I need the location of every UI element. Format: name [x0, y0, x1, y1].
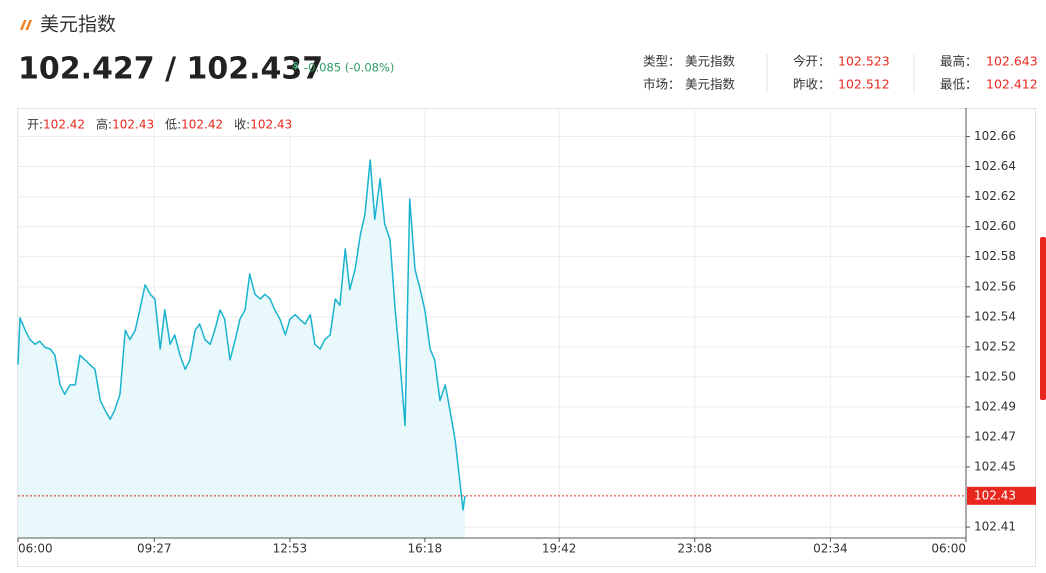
ohlc-value: 102.42 [43, 118, 85, 132]
y-tick-label: 102.58 [974, 249, 1016, 263]
ohlc-label: 收: [234, 118, 250, 132]
area [18, 160, 465, 538]
info-label: 类型： [643, 54, 681, 69]
price: 102.427 / 102.437 [18, 52, 323, 87]
y-tick-label: 102.64 [974, 159, 1016, 173]
side-tab[interactable] [1040, 237, 1046, 400]
x-tick-label: 06:00 [18, 542, 53, 556]
ohlc-label: 高: [96, 117, 112, 132]
x-tick-label: 23:08 [677, 542, 712, 556]
ohlc-value: 102.43 [250, 118, 292, 132]
info-label: 最高： [940, 54, 978, 69]
x-tick-label: 06:00 [931, 542, 966, 556]
y-tick-label: 102.41 [974, 520, 1016, 534]
page-title: 美元指数 [40, 14, 116, 36]
info-label: 市场： [643, 77, 681, 92]
info-value: 102.512 [838, 77, 890, 92]
ohlc-value: 102.43 [112, 118, 154, 132]
last-price-label: 102.43 [974, 488, 1016, 502]
ohlc-value: 102.42 [181, 118, 223, 132]
y-tick-label: 102.54 [974, 309, 1016, 323]
info-label: 昨收： [793, 77, 831, 92]
x-tick-label: 09:27 [137, 542, 172, 556]
logo-icon [20, 20, 32, 30]
y-tick-label: 102.60 [974, 219, 1016, 233]
ohlc-label: 开: [27, 118, 43, 132]
x-tick-label: 19:42 [542, 542, 577, 556]
info-label: 今开： [793, 54, 831, 69]
info-value: 美元指数 [685, 54, 736, 69]
y-tick-label: 102.49 [974, 399, 1016, 413]
price-line [17, 159, 466, 511]
y-tick-label: 102.56 [974, 279, 1016, 293]
y-tick-label: 102.52 [974, 339, 1016, 353]
down-arrow [292, 62, 299, 70]
y-tick-label: 102.47 [974, 429, 1016, 443]
x-tick-label: 12:53 [273, 542, 308, 556]
info-value: 102.412 [986, 77, 1038, 92]
y-tick-label: 102.45 [974, 459, 1016, 473]
y-tick-label: 102.62 [974, 189, 1016, 203]
ohlc-label: 低: [165, 118, 181, 132]
info-value: 美元指数 [685, 77, 736, 92]
y-tick-label: 102.50 [974, 369, 1016, 383]
last-price-box [967, 486, 1036, 505]
info-label: 最低： [940, 77, 978, 92]
info-value: 102.523 [838, 54, 890, 69]
x-tick-label: 02:34 [813, 542, 848, 556]
x-tick-label: 16:18 [408, 542, 443, 556]
price-change: -0.085 (-0.08%) [304, 61, 394, 75]
info-value: 102.643 [986, 54, 1038, 69]
y-tick-label: 102.66 [974, 129, 1016, 143]
